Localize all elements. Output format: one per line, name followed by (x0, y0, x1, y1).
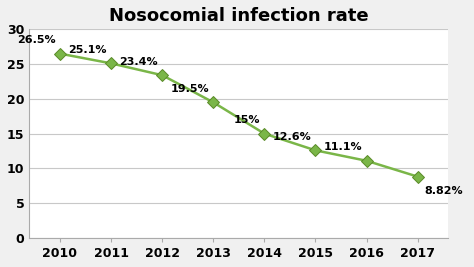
Text: 8.82%: 8.82% (425, 186, 463, 196)
Text: 12.6%: 12.6% (273, 132, 311, 142)
Text: 25.1%: 25.1% (68, 45, 107, 55)
Text: 26.5%: 26.5% (17, 35, 56, 45)
Text: 11.1%: 11.1% (324, 143, 363, 152)
Text: 19.5%: 19.5% (171, 84, 209, 94)
Title: Nosocomial infection rate: Nosocomial infection rate (109, 7, 369, 25)
Text: 23.4%: 23.4% (119, 57, 158, 67)
Text: 15%: 15% (234, 115, 260, 125)
